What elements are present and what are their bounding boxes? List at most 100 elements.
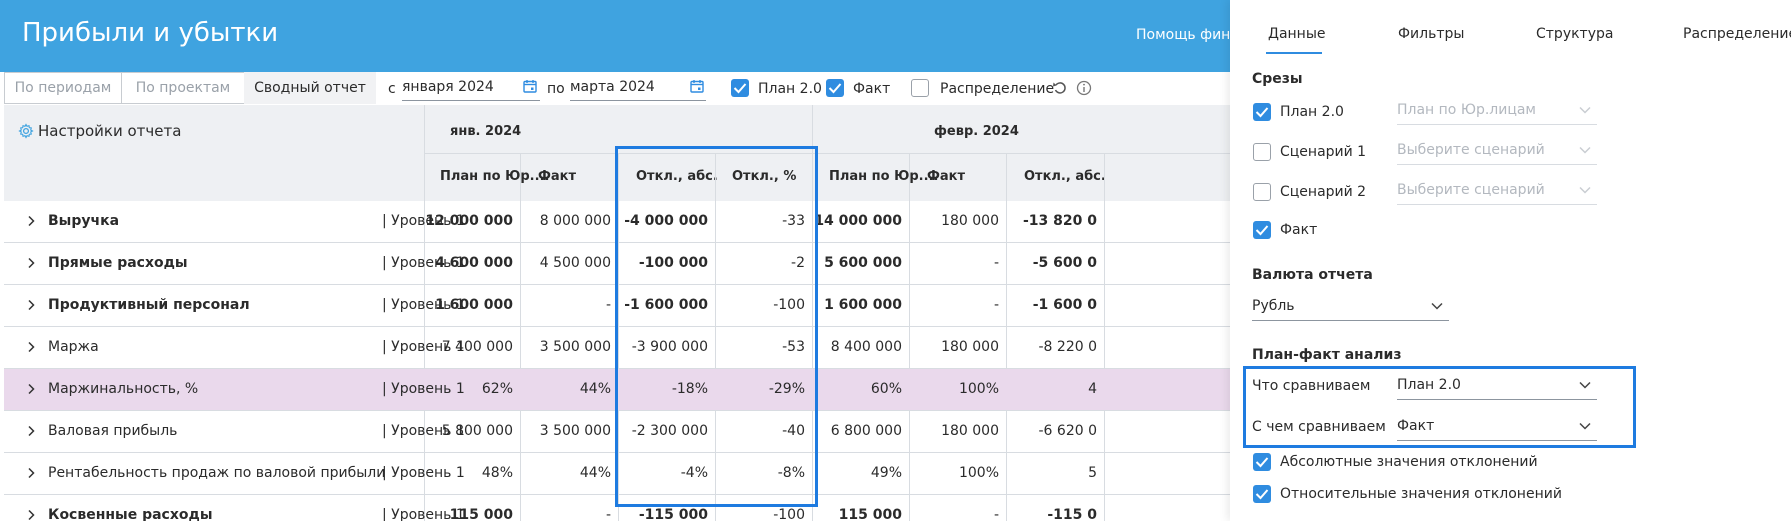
check-icon bbox=[1255, 457, 1269, 468]
row-name: Косвенные расходы bbox=[48, 507, 213, 521]
slice-scenario1-select[interactable]: Выберите сценарий bbox=[1397, 138, 1597, 165]
slice-plan-select[interactable]: План по Юр.лицам bbox=[1397, 98, 1597, 125]
highlight-box bbox=[1243, 366, 1636, 448]
currency-title: Валюта отчета bbox=[1252, 267, 1373, 283]
from-date-input[interactable]: января 2024 bbox=[402, 75, 540, 101]
chevron-down-icon bbox=[1579, 381, 1591, 389]
active-tab-indicator bbox=[1266, 52, 1322, 54]
slice-scenario2-select[interactable]: Выберите сценарий bbox=[1397, 178, 1597, 205]
distribution-checkbox[interactable] bbox=[911, 79, 929, 97]
fact-checkbox[interactable] bbox=[826, 79, 844, 97]
calendar-icon[interactable] bbox=[690, 79, 704, 93]
undo-icon[interactable] bbox=[1052, 80, 1068, 96]
page-title: Прибыли и убытки bbox=[22, 18, 279, 48]
calendar-icon[interactable] bbox=[523, 79, 537, 93]
slice-fact-checkbox[interactable] bbox=[1253, 221, 1271, 239]
chevron-down-icon bbox=[1579, 186, 1591, 194]
check-icon bbox=[1255, 225, 1269, 236]
table-cell: -2 300 000 bbox=[631, 423, 708, 439]
column-header[interactable]: Факт bbox=[927, 169, 966, 184]
slice-scenario2-checkbox[interactable] bbox=[1253, 183, 1271, 201]
compare-what-select[interactable]: План 2.0 bbox=[1397, 373, 1597, 400]
check-icon bbox=[828, 83, 842, 94]
chevron-right-icon[interactable] bbox=[26, 257, 36, 269]
row-name: Валовая прибыль bbox=[48, 423, 178, 439]
tab-distribution[interactable]: Распределение bbox=[1683, 26, 1791, 42]
divider bbox=[520, 153, 521, 521]
table-cell: 3 500 000 bbox=[539, 339, 611, 355]
table-cell: 8 400 000 bbox=[830, 339, 902, 355]
distribution-checkbox-label: Распределение bbox=[940, 81, 1055, 97]
table-cell: 62% bbox=[481, 381, 513, 397]
slice-scenario1-label: Сценарий 1 bbox=[1280, 144, 1367, 160]
slice-scenario1-checkbox[interactable] bbox=[1253, 143, 1271, 161]
tab-by-projects[interactable]: По проектам bbox=[121, 72, 245, 104]
chevron-right-icon[interactable] bbox=[26, 383, 36, 395]
row-name: Выручка bbox=[48, 213, 120, 229]
info-icon[interactable] bbox=[1076, 80, 1092, 96]
column-header[interactable]: Откл., абс. bbox=[1024, 169, 1106, 184]
column-header[interactable]: План по Юр.... bbox=[440, 169, 550, 184]
tab-structure[interactable]: Структура bbox=[1536, 26, 1614, 42]
table-cell: -4 000 000 bbox=[624, 213, 708, 229]
to-date-input[interactable]: марта 2024 bbox=[570, 75, 706, 101]
chevron-right-icon[interactable] bbox=[26, 425, 36, 437]
table-cell: 115 000 bbox=[449, 507, 513, 521]
currency-select[interactable]: Рубль bbox=[1252, 294, 1449, 321]
tab-summary-report[interactable]: Сводный отчет bbox=[244, 72, 376, 104]
table-cell: 44% bbox=[579, 465, 611, 481]
slice-plan-checkbox[interactable] bbox=[1253, 103, 1271, 121]
tab-filters[interactable]: Фильтры bbox=[1398, 26, 1465, 42]
pnl-table: Настройки отчета янв. 2024 февр. 2024 Пл… bbox=[4, 105, 1230, 521]
table-cell: -100 bbox=[773, 507, 805, 521]
month-header: февр. 2024 bbox=[934, 124, 1019, 139]
table-cell: 5 bbox=[1088, 465, 1097, 481]
divider bbox=[715, 153, 716, 521]
divider bbox=[909, 153, 910, 521]
table-row[interactable]: Косвенные расходы | Уровень 1 115 000- -115… bbox=[4, 495, 1230, 521]
column-header[interactable]: План по Юр.... bbox=[829, 169, 939, 184]
relative-deviation-checkbox[interactable] bbox=[1253, 485, 1271, 503]
table-cell: -115 000 bbox=[638, 507, 708, 521]
chevron-down-icon bbox=[1579, 146, 1591, 154]
table-cell: -33 bbox=[782, 213, 805, 229]
table-cell: 12 000 000 bbox=[425, 213, 513, 229]
tab-data[interactable]: Данные bbox=[1268, 26, 1326, 42]
table-cell: 180 000 bbox=[941, 423, 999, 439]
highlight-box bbox=[615, 146, 818, 507]
divider bbox=[812, 105, 813, 521]
table-cell: 48% bbox=[481, 465, 513, 481]
divider bbox=[618, 153, 619, 521]
table-cell: 5 600 000 bbox=[824, 255, 902, 271]
table-cell: - bbox=[605, 297, 611, 313]
column-header[interactable]: Откл., абс. bbox=[636, 169, 718, 184]
slice-scenario2-label: Сценарий 2 bbox=[1280, 184, 1367, 200]
row-level: | Уровень 1 bbox=[382, 339, 465, 355]
tab-by-periods[interactable]: По периодам bbox=[4, 72, 122, 104]
slice-scenario2-select-value: Выберите сценарий bbox=[1397, 182, 1545, 198]
chevron-right-icon[interactable] bbox=[26, 509, 36, 521]
compare-with-select[interactable]: Факт bbox=[1397, 414, 1597, 441]
column-header[interactable]: Факт bbox=[538, 169, 577, 184]
report-settings-button[interactable]: Настройки отчета bbox=[38, 122, 182, 140]
table-cell: 100% bbox=[958, 381, 999, 397]
row-name: Прямые расходы bbox=[48, 255, 188, 271]
plan-checkbox[interactable] bbox=[731, 79, 749, 97]
chevron-right-icon[interactable] bbox=[26, 299, 36, 311]
chevron-right-icon[interactable] bbox=[26, 341, 36, 353]
absolute-deviation-checkbox[interactable] bbox=[1253, 453, 1271, 471]
settings-gear-icon[interactable] bbox=[18, 123, 34, 139]
table-cell: -8% bbox=[777, 465, 805, 481]
chevron-right-icon[interactable] bbox=[26, 215, 36, 227]
table-cell: -100 000 bbox=[638, 255, 708, 271]
row-name: Рентабельность продаж по валовой прибыли bbox=[48, 465, 386, 481]
relative-deviation-label: Относительные значения отклонений bbox=[1280, 486, 1562, 502]
help-link[interactable]: Помощь фина bbox=[1136, 27, 1239, 43]
table-row[interactable]: Рентабельность продаж по валовой прибыли… bbox=[4, 453, 1230, 495]
column-header[interactable]: Откл., % bbox=[732, 169, 797, 184]
chevron-right-icon[interactable] bbox=[26, 467, 36, 479]
divider bbox=[1104, 153, 1105, 521]
table-cell: 44% bbox=[579, 381, 611, 397]
table-cell: 4 bbox=[1088, 381, 1097, 397]
